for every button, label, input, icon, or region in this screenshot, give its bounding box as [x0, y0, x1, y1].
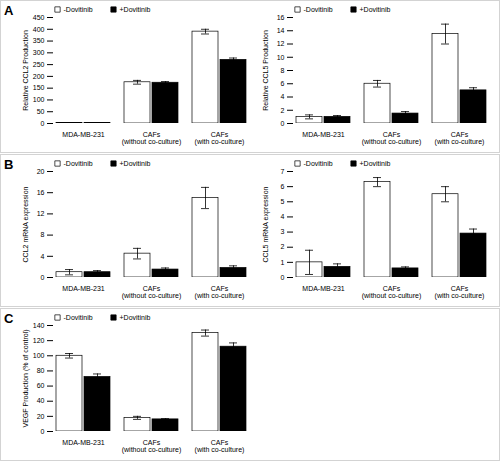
svg-text:+Dovitinib: +Dovitinib: [360, 160, 391, 167]
svg-text:CAFs(without co-culture): CAFs(without co-culture): [122, 439, 182, 454]
svg-text:2: 2: [281, 243, 285, 250]
svg-text:CAFs(with co-culture): CAFs(with co-culture): [435, 285, 485, 300]
svg-text:14: 14: [277, 27, 285, 34]
svg-text:16: 16: [277, 14, 285, 21]
svg-text:CCL2 mRNA expression: CCL2 mRNA expression: [22, 186, 30, 262]
svg-text:-Dovitinib: -Dovitinib: [304, 160, 333, 167]
svg-text:CAFs(without co-culture): CAFs(without co-culture): [122, 285, 182, 300]
svg-text:CAFs(without co-culture): CAFs(without co-culture): [122, 131, 182, 146]
svg-text:MDA-MB-231: MDA-MB-231: [302, 285, 345, 292]
svg-text:CAFs(without co-culture): CAFs(without co-culture): [362, 285, 422, 300]
svg-text:1: 1: [281, 259, 285, 266]
svg-text:7: 7: [281, 168, 285, 175]
svg-text:50: 50: [37, 108, 45, 115]
svg-text:150: 150: [33, 84, 45, 91]
svg-text:+Dovitinib: +Dovitinib: [120, 160, 151, 167]
svg-text:0: 0: [281, 120, 285, 127]
svg-text:200: 200: [33, 73, 45, 80]
svg-text:VEGF Production (% of control): VEGF Production (% of control): [22, 329, 30, 427]
svg-text:60: 60: [37, 382, 45, 389]
svg-text:-Dovitinib: -Dovitinib: [64, 6, 93, 13]
svg-text:6: 6: [281, 183, 285, 190]
svg-text:CCL5 mRNA expression: CCL5 mRNA expression: [262, 186, 270, 262]
html-text:A: A: [4, 3, 14, 18]
svg-text:MDA-MB-231: MDA-MB-231: [62, 285, 105, 292]
svg-text:+Dovitinib: +Dovitinib: [120, 314, 151, 321]
svg-text:4: 4: [281, 213, 285, 220]
svg-text:MDA-MB-231: MDA-MB-231: [62, 439, 105, 446]
svg-text:0: 0: [41, 120, 45, 127]
svg-text:CAFs(with co-culture): CAFs(with co-culture): [195, 131, 245, 146]
svg-text:-Dovitinib: -Dovitinib: [304, 6, 333, 13]
svg-text:20: 20: [37, 168, 45, 175]
svg-text:5: 5: [281, 198, 285, 205]
svg-text:CAFs(with co-culture): CAFs(with co-culture): [195, 439, 245, 454]
svg-text:6: 6: [281, 80, 285, 87]
svg-text:+Dovitinib: +Dovitinib: [360, 6, 391, 13]
svg-text:300: 300: [33, 49, 45, 56]
svg-text:16: 16: [37, 189, 45, 196]
svg-text:3: 3: [281, 228, 285, 235]
svg-text:350: 350: [33, 37, 45, 44]
svg-text:2: 2: [281, 106, 285, 113]
svg-text:12: 12: [277, 40, 285, 47]
svg-text:120: 120: [33, 337, 45, 344]
svg-text:Relative CCL5 Production: Relative CCL5 Production: [262, 30, 269, 111]
svg-text:0: 0: [41, 428, 45, 435]
svg-text:250: 250: [33, 61, 45, 68]
svg-text:100: 100: [33, 352, 45, 359]
svg-text:450: 450: [33, 14, 45, 21]
svg-text:8: 8: [281, 67, 285, 74]
svg-text:+Dovitinib: +Dovitinib: [120, 6, 151, 13]
svg-text:CAFs(with co-culture): CAFs(with co-culture): [435, 131, 485, 146]
svg-text:CAFs(without co-culture): CAFs(without co-culture): [362, 131, 422, 146]
svg-text:-Dovitinib: -Dovitinib: [64, 314, 93, 321]
svg-text:8: 8: [41, 231, 45, 238]
html-text:B: B: [4, 157, 14, 172]
svg-text:140: 140: [33, 322, 45, 329]
svg-text:MDA-MB-231: MDA-MB-231: [62, 131, 105, 138]
svg-text:0: 0: [281, 274, 285, 281]
svg-text:80: 80: [37, 367, 45, 374]
svg-text:10: 10: [277, 53, 285, 60]
svg-text:4: 4: [41, 253, 45, 260]
svg-text:4: 4: [281, 93, 285, 100]
svg-text:400: 400: [33, 26, 45, 33]
svg-text:100: 100: [33, 96, 45, 103]
svg-text:CAFs(with co-culture): CAFs(with co-culture): [195, 285, 245, 300]
html-text:C: C: [4, 311, 14, 326]
svg-text:-Dovitinib: -Dovitinib: [64, 160, 93, 167]
svg-text:40: 40: [37, 397, 45, 404]
svg-text:12: 12: [37, 210, 45, 217]
svg-text:MDA-MB-231: MDA-MB-231: [302, 131, 345, 138]
svg-text:Relative CCL2 Production: Relative CCL2 Production: [22, 30, 29, 111]
svg-text:0: 0: [41, 274, 45, 281]
svg-text:20: 20: [37, 413, 45, 420]
